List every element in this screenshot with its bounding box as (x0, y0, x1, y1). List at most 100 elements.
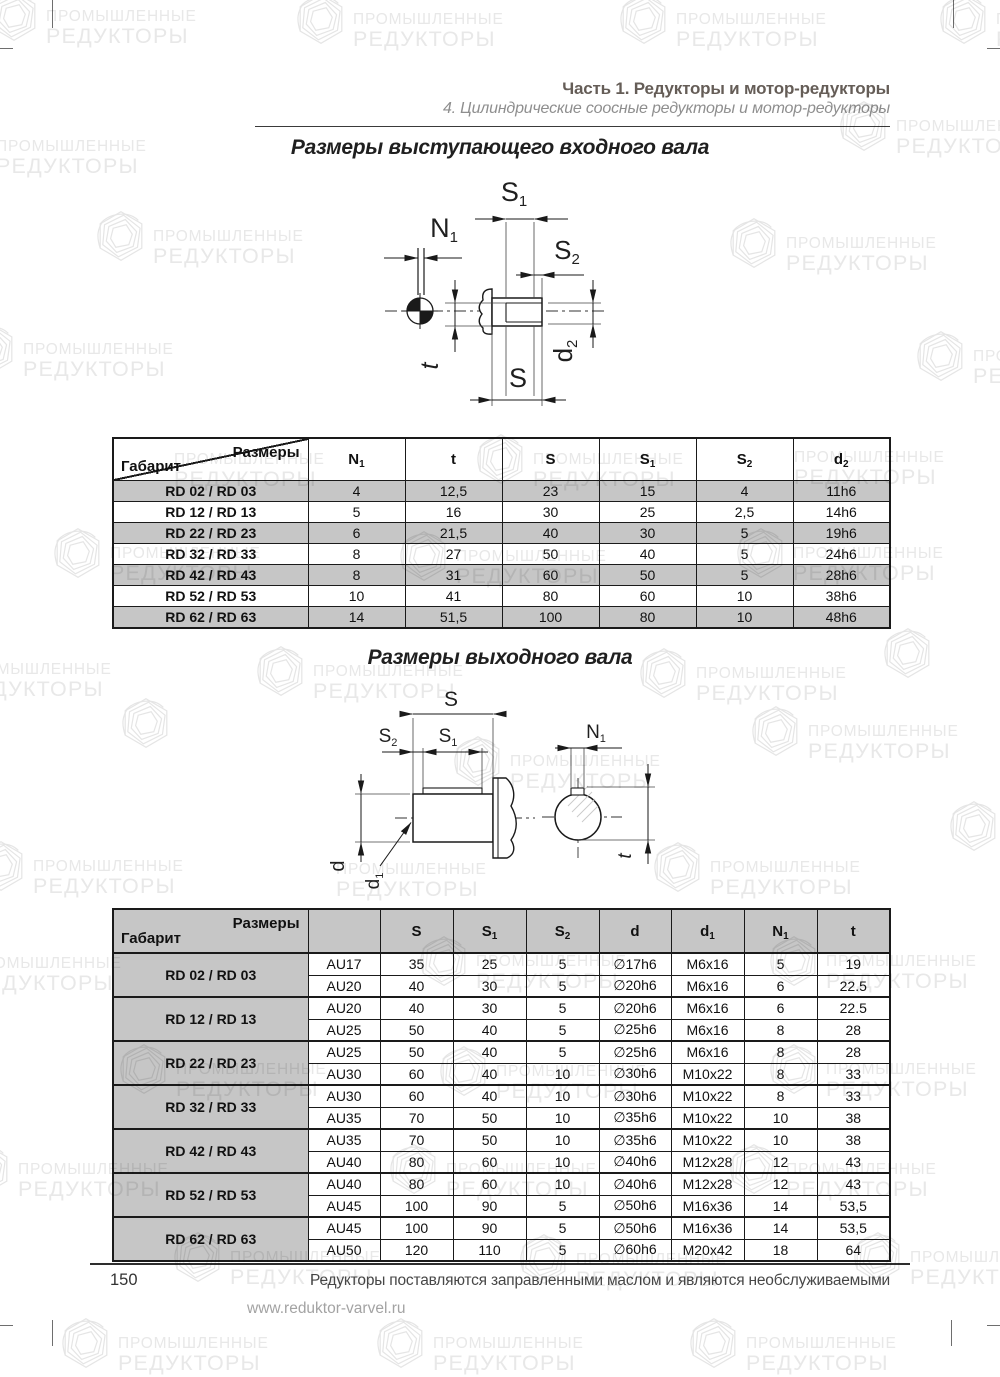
watermark-line1: ПРОМЫШЛЕННЫЕ (153, 228, 304, 245)
gabarit-cell: RD 32 / RD 33 (112, 543, 309, 565)
table-row: RD 52 / RD 53 AU40 80 60 10 ∅40h6 M12x28 12 43 (112, 1172, 891, 1218)
value-cell: 10 (525, 1062, 600, 1086)
value-cell: 10 (525, 1172, 600, 1196)
value-cell: 60 (598, 585, 697, 607)
dim-label-n1: N1 (586, 722, 606, 745)
watermark-line1: ПРОМЫШЛЕННЫЕ (710, 859, 861, 876)
value-cell: 80 (379, 1150, 454, 1174)
dim-label-d2: d2 (548, 340, 581, 363)
value-cell: AU20 (307, 974, 381, 998)
value-cell: AU25 (307, 1018, 381, 1042)
value-cell: 10 (695, 585, 794, 607)
value-cell: 33 (816, 1062, 891, 1086)
gabarit-cell: RD 62 / RD 63 (112, 606, 309, 629)
watermark-line2: РЕДУКТОРЫ (0, 677, 104, 701)
value-cell: 22.5 (816, 974, 891, 998)
value-cell: 5 (525, 996, 600, 1020)
value-cell: M10x22 (670, 1084, 745, 1108)
value-cell: 40 (452, 1018, 527, 1042)
column-header: S1 (598, 437, 697, 481)
watermark-line2: РЕДУКТОРЫ (696, 681, 839, 705)
watermark: ПРОМЫШЛЕННЫЕ РЕДУКТОРЫ (120, 692, 172, 754)
watermark-text: ПРОМЫШЛЕННЫЕ РЕДУКТОРЫ (23, 318, 174, 381)
hexagon-spiral-logo-icon (0, 1150, 8, 1186)
value-cell: 25 (452, 952, 527, 976)
value-cell: 35 (379, 952, 454, 976)
value-cell: 22.5 (816, 996, 891, 1020)
watermark-line2: РЕДУКТОРЫ (118, 1351, 261, 1375)
value-cell: 40 (452, 1040, 527, 1064)
gabarit-cell: RD 62 / RD 63 (112, 1216, 309, 1262)
hexagon-spiral-logo-icon (940, 0, 986, 44)
watermark-text: ПРОМЫШЛЕННЫЕ РЕДУКТОРЫ (118, 1312, 269, 1375)
gabarit-cell: RD 32 / RD 33 (112, 1084, 309, 1130)
watermark-line1: ПРОМЫШЛЕННЫЕ (353, 11, 504, 28)
crop-mark (52, 1320, 53, 1346)
value-cell: 5 (525, 1018, 600, 1042)
table-row: RD 62 / RD 63 14 51,5 100 80 10 48h6 (112, 606, 891, 629)
value-cell: ∅30h6 (598, 1062, 672, 1086)
value-cell: 30 (452, 974, 527, 998)
watermark: ПРОМЫШЛЕННЫЕ РЕДУКТОРЫ (728, 212, 937, 274)
center-mark-icon (402, 293, 438, 329)
dim-label-s: S (444, 690, 458, 711)
value-cell: 8 (743, 1062, 818, 1086)
hexagon-spiral-logo-icon (0, 0, 36, 41)
column-header: S1 (452, 908, 527, 954)
value-cell: ∅40h6 (598, 1172, 672, 1196)
value-cell: 41 (404, 585, 503, 607)
value-cell: 12,5 (404, 480, 503, 502)
watermark: ПРОМЫШЛЕННЫЕ РЕДУКТОРЫ (938, 0, 1000, 50)
watermark-line2: РЕДУКТОРЫ (746, 1351, 889, 1375)
value-cell: 28h6 (792, 564, 891, 586)
watermark-text: ПРОМЫШЛЕННЫЕ РЕДУКТОРЫ (910, 1226, 1000, 1289)
corner-label-gabarit: Габарит (121, 458, 181, 475)
value-cell: 10 (743, 1128, 818, 1152)
value-cell: 50 (379, 1018, 454, 1042)
watermark: ПРОМЫШЛЕННЫЕ РЕДУКТОРЫ (295, 0, 504, 50)
crop-mark (0, 1325, 13, 1326)
value-cell: AU35 (307, 1128, 381, 1152)
value-cell: 8 (307, 543, 406, 565)
value-cell: 64 (816, 1238, 891, 1262)
dim-label-t: t (615, 853, 636, 859)
input-dimensions-table: Размеры Габарит N1 t S S1 S2 d2 RD 02 / RD 03… (112, 437, 891, 629)
page-number: 150 (110, 1271, 138, 1289)
value-cell: 90 (452, 1216, 527, 1240)
watermark-line1: ПРОМЫШЛЕННЫЕ (46, 8, 197, 25)
hexagon-spiral-logo-icon (950, 801, 996, 851)
value-cell: 18 (743, 1238, 818, 1262)
watermark: ПРОМЫШЛЕННЫЕ РЕДУКТОРЫ (750, 700, 959, 762)
value-cell: AU17 (307, 952, 381, 976)
hexagon-spiral-logo-icon (377, 1318, 423, 1368)
value-cell: AU30 (307, 1062, 381, 1086)
value-cell: ∅20h6 (598, 996, 672, 1020)
hexagon-spiral-logo-icon (752, 706, 798, 756)
hexagon-spiral-logo-icon (0, 841, 23, 891)
dim-label-t: t (416, 361, 444, 369)
value-cell: 100 (379, 1194, 454, 1218)
value-cell: 28 (816, 1018, 891, 1042)
watermark: ПРОМЫШЛЕННЫЕ РЕДУКТОРЫ (0, 932, 122, 995)
value-cell: 43 (816, 1150, 891, 1174)
crop-mark (987, 48, 1000, 49)
table-row: RD 42 / RD 43 8 31 60 50 5 28h6 (112, 564, 891, 586)
value-cell: 5 (525, 952, 600, 976)
value-cell: M6x16 (670, 974, 745, 998)
output-dimensions-table: Размеры Габарит S S1 S2 d d1 N1 t RD 02 / RD 0… (112, 908, 891, 1262)
output-shaft-section-title: Размеры выходного вала (367, 646, 633, 669)
gabarit-cell: RD 02 / RD 03 (112, 952, 309, 998)
value-cell: 8 (743, 1040, 818, 1064)
dim-label-s: S (509, 363, 527, 393)
value-cell: 12 (743, 1150, 818, 1174)
watermark-text: ПРОМЫШЛЕННЫЕ РЕДУКТОРЫ (153, 205, 304, 268)
watermark-line1: ПРОМЫШЛЕННЫЕ (0, 955, 122, 972)
value-cell: ∅25h6 (598, 1040, 672, 1064)
column-header-base: N (348, 451, 360, 468)
value-cell: 50 (501, 543, 600, 565)
column-header-base: t (451, 451, 456, 468)
watermark-text: ПРОМЫШЛЕННЫЕ РЕДУКТОРЫ (710, 836, 861, 899)
table-row: RD 52 / RD 53 10 41 80 60 10 38h6 (112, 585, 891, 607)
value-cell: 80 (501, 585, 600, 607)
value-cell: 5 (525, 1216, 600, 1240)
